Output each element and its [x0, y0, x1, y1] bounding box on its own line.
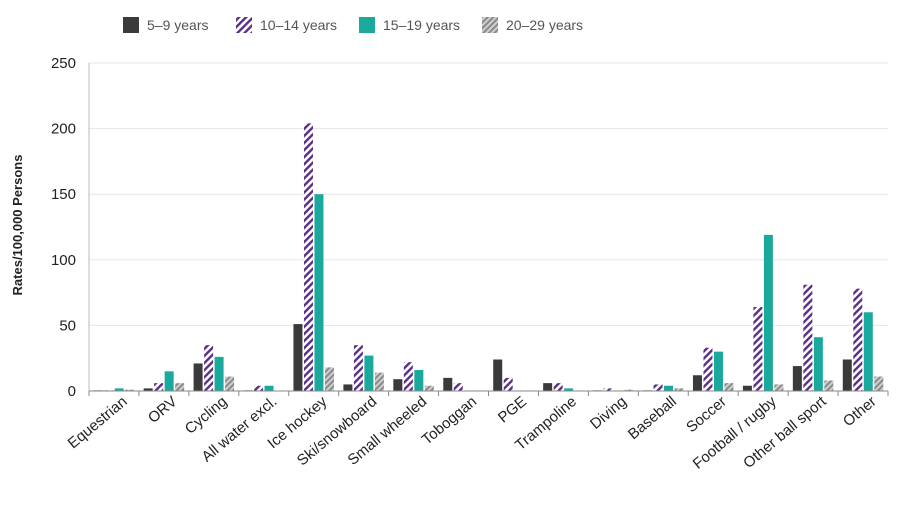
bar-1-14 — [803, 284, 813, 391]
bar-1-12 — [703, 347, 713, 391]
bar-1-9 — [553, 383, 563, 391]
bar-3-0 — [125, 389, 135, 391]
y-axis-ticks: 0 50 100 150 200 250 — [51, 55, 76, 400]
bar-3-14 — [824, 380, 834, 391]
bar-1-4 — [303, 123, 313, 392]
legend-label: 10–14 years — [260, 17, 337, 33]
bar-1-13 — [753, 307, 763, 391]
bar-3-11 — [674, 388, 684, 391]
legend-swatch — [236, 17, 252, 33]
bar-2-4 — [314, 194, 324, 391]
bar-2-9 — [564, 388, 574, 391]
y-tick-label: 250 — [51, 55, 76, 72]
bar-0-14 — [792, 366, 802, 391]
x-tick-label: Diving — [587, 393, 630, 433]
bar-2-0 — [114, 388, 124, 391]
legend-label: 20–29 years — [506, 17, 583, 33]
legend-swatch — [482, 17, 498, 33]
bar-1-5 — [353, 345, 363, 391]
x-tick-label: PGE — [495, 393, 530, 426]
bar-0-15 — [842, 359, 852, 391]
bar-2-3 — [264, 385, 274, 391]
bar-2-13 — [763, 234, 773, 391]
x-axis-ticks — [88, 391, 889, 396]
x-tick-label: Equestrian — [65, 393, 131, 452]
bar-0-5 — [343, 384, 353, 391]
y-tick-label: 200 — [51, 121, 76, 138]
legend-label: 5–9 years — [147, 17, 208, 33]
bar-0-13 — [742, 385, 752, 391]
bar-3-5 — [374, 372, 384, 391]
bar-3-2 — [225, 376, 235, 391]
bar-2-14 — [813, 337, 823, 391]
bar-3-1 — [175, 383, 185, 391]
bars — [93, 123, 884, 392]
bar-2-1 — [164, 371, 174, 391]
x-tick-label: Football / rugby — [690, 393, 781, 473]
y-tick-label: 100 — [51, 252, 76, 269]
bar-1-1 — [154, 383, 164, 391]
bar-1-7 — [453, 383, 463, 391]
bar-0-4 — [293, 324, 303, 391]
bar-2-11 — [664, 385, 674, 391]
y-tick-label: 150 — [51, 186, 76, 203]
legend-swatch — [359, 17, 375, 33]
bar-3-15 — [874, 376, 884, 391]
y-tick-label: 0 — [68, 383, 76, 400]
x-tick-label: Baseball — [625, 393, 680, 443]
bar-3-4 — [324, 367, 334, 391]
x-tick-label: ORV — [145, 393, 181, 427]
bar-1-11 — [653, 384, 663, 391]
bar-0-12 — [692, 375, 702, 391]
bar-0-6 — [393, 379, 403, 391]
bar-1-10 — [603, 388, 613, 391]
x-tick-label: Other — [840, 393, 880, 430]
bar-2-15 — [863, 312, 873, 391]
legend: 5–9 years 10–14 years 15–19 years 20–29 yea… — [123, 17, 583, 33]
legend-swatch — [123, 17, 139, 33]
bar-1-15 — [853, 288, 863, 391]
legend-label: 15–19 years — [383, 17, 460, 33]
bar-3-13 — [774, 384, 784, 391]
bar-2-5 — [364, 355, 374, 391]
y-axis-label: Rates/100,000 Persons — [10, 155, 25, 296]
bar-0-8 — [493, 359, 503, 391]
bar-3-10 — [624, 389, 634, 391]
y-tick-label: 50 — [59, 317, 76, 334]
bar-2-12 — [713, 351, 723, 391]
bar-2-2 — [214, 356, 224, 391]
bar-0-1 — [143, 388, 153, 391]
bar-2-6 — [414, 370, 424, 391]
x-tick-label: Toboggan — [419, 393, 480, 448]
bar-3-6 — [424, 385, 434, 391]
bar-1-3 — [254, 385, 264, 391]
x-tick-label: Soccer — [683, 393, 730, 436]
bar-1-8 — [503, 377, 513, 391]
bar-1-6 — [403, 362, 413, 391]
bar-3-12 — [724, 383, 734, 391]
bar-0-7 — [443, 377, 453, 391]
bar-0-2 — [193, 363, 203, 391]
bar-0-9 — [543, 383, 553, 391]
bar-1-2 — [204, 345, 214, 391]
